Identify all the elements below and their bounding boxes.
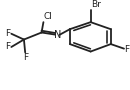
Text: Cl: Cl [43,12,52,21]
Text: F: F [23,53,28,62]
Text: F: F [125,45,130,54]
Text: F: F [5,42,10,51]
Text: Br: Br [91,0,101,9]
Text: N: N [54,30,61,40]
Text: F: F [5,29,10,38]
